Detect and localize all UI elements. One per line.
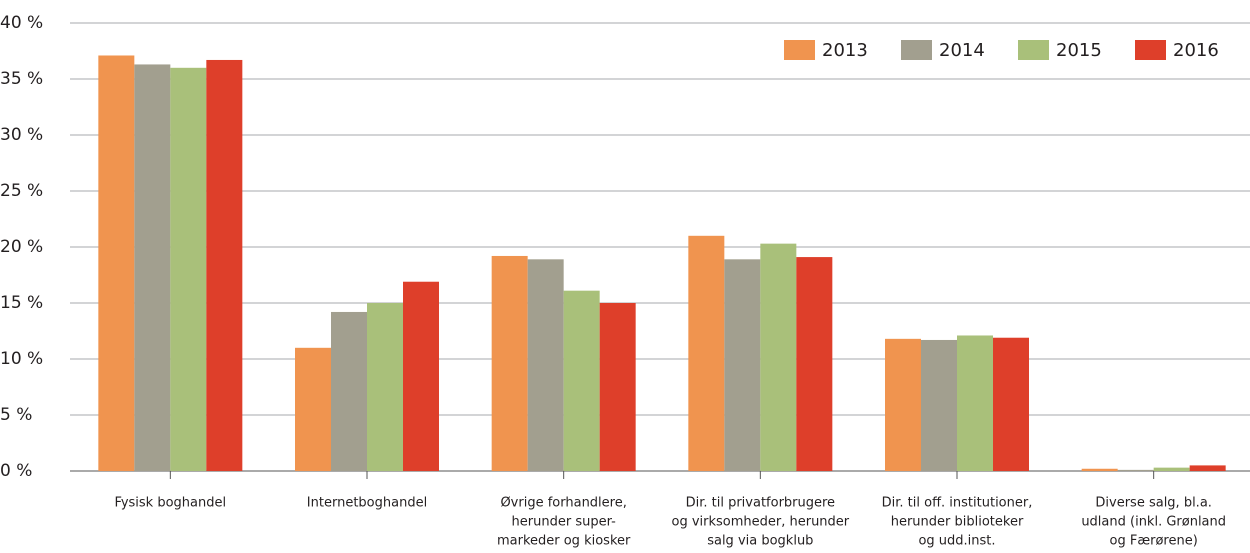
legend-swatch <box>1018 40 1049 60</box>
bar <box>367 303 403 471</box>
bar <box>688 235 725 471</box>
x-tick-label: Øvrige forhandlere, <box>500 496 626 511</box>
bar <box>206 59 243 472</box>
bar <box>563 290 600 471</box>
bar <box>1117 469 1154 471</box>
legend-swatch <box>784 40 815 60</box>
bar <box>491 255 528 471</box>
legend-label: 2014 <box>939 40 985 61</box>
x-tick-label: og udd.inst. <box>918 534 995 549</box>
x-tick-label: herunder biblioteker <box>891 515 1024 530</box>
legend-label: 2016 <box>1173 40 1219 61</box>
x-tick-label: Diverse salg, bl.a. <box>1095 496 1212 511</box>
bar <box>134 64 171 471</box>
y-tick-label: 10 % <box>0 349 43 369</box>
x-tick-label: Internetboghandel <box>307 496 427 511</box>
y-tick-label: 40 % <box>0 13 43 33</box>
legend-label: 2015 <box>1056 40 1102 61</box>
bar <box>796 257 833 471</box>
bar <box>724 259 761 471</box>
x-tick-label: Fysisk boghandel <box>115 496 227 511</box>
bar <box>403 281 439 471</box>
y-tick-label: 5 % <box>0 405 32 425</box>
bar <box>98 55 135 471</box>
bar <box>885 338 921 471</box>
bar <box>760 243 797 471</box>
x-tick-label: udland (inkl. Grønland <box>1081 515 1226 530</box>
bar <box>1081 468 1118 471</box>
x-tick-label: og Færørene) <box>1110 534 1198 549</box>
x-tick-label: salg via bogklub <box>707 534 813 549</box>
legend-swatch <box>1135 40 1166 60</box>
x-tick-label: herunder super- <box>512 515 617 530</box>
bar <box>921 339 957 471</box>
y-tick-label: 30 % <box>0 125 43 145</box>
y-tick-label: 20 % <box>0 237 43 257</box>
bar <box>599 303 636 471</box>
bar <box>1189 465 1226 471</box>
x-tick-label: og virksomheder, herunder <box>671 515 849 530</box>
bar <box>1153 467 1190 471</box>
y-tick-label: 25 % <box>0 181 43 201</box>
x-tick-label: Dir. til privatforbrugere <box>686 496 835 511</box>
x-tick-label: markeder og kiosker <box>497 534 631 549</box>
y-tick-label: 0 % <box>0 461 32 481</box>
bar <box>993 337 1029 471</box>
legend-label: 2013 <box>822 40 868 61</box>
y-tick-label: 35 % <box>0 69 43 89</box>
bar <box>957 335 993 471</box>
bar <box>295 347 331 471</box>
bar <box>527 259 564 471</box>
bar <box>331 311 367 471</box>
bar <box>170 67 207 472</box>
x-tick-label: Dir. til off. institutioner, <box>882 496 1033 511</box>
y-tick-label: 15 % <box>0 293 43 313</box>
legend-swatch <box>901 40 932 60</box>
